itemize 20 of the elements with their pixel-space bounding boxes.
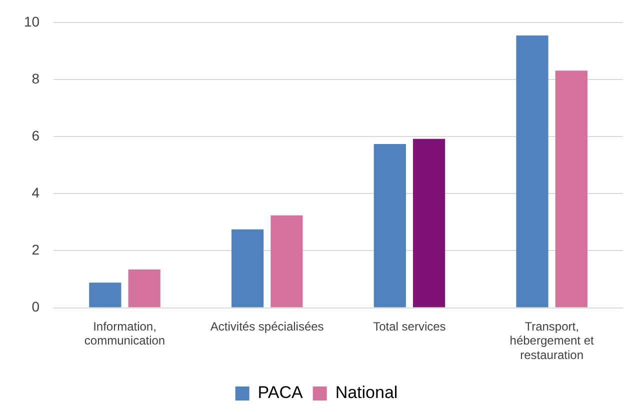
y-tick-label: 6 — [32, 127, 40, 144]
y-tick-label: 10 — [24, 13, 40, 30]
bar — [516, 36, 548, 308]
y-tick-label: 4 — [32, 184, 40, 200]
x-tick-label: Transport, hébergement et restauration — [510, 319, 595, 362]
y-tick-label: 2 — [32, 242, 40, 258]
bar — [128, 270, 160, 308]
bar — [270, 215, 303, 308]
y-tick-label: 8 — [32, 70, 40, 86]
legend-label: National — [335, 383, 398, 402]
bar — [89, 282, 122, 308]
bar — [374, 144, 406, 308]
bar — [555, 70, 588, 308]
legend-label: PACA — [258, 383, 304, 402]
y-tick-label: 0 — [32, 298, 40, 315]
bar — [412, 138, 446, 308]
x-tick-label: Information, communication — [84, 319, 166, 348]
x-tick-label: Total services — [373, 319, 446, 334]
bar — [231, 229, 264, 308]
x-tick-label: Activités spécialisées — [210, 319, 324, 334]
